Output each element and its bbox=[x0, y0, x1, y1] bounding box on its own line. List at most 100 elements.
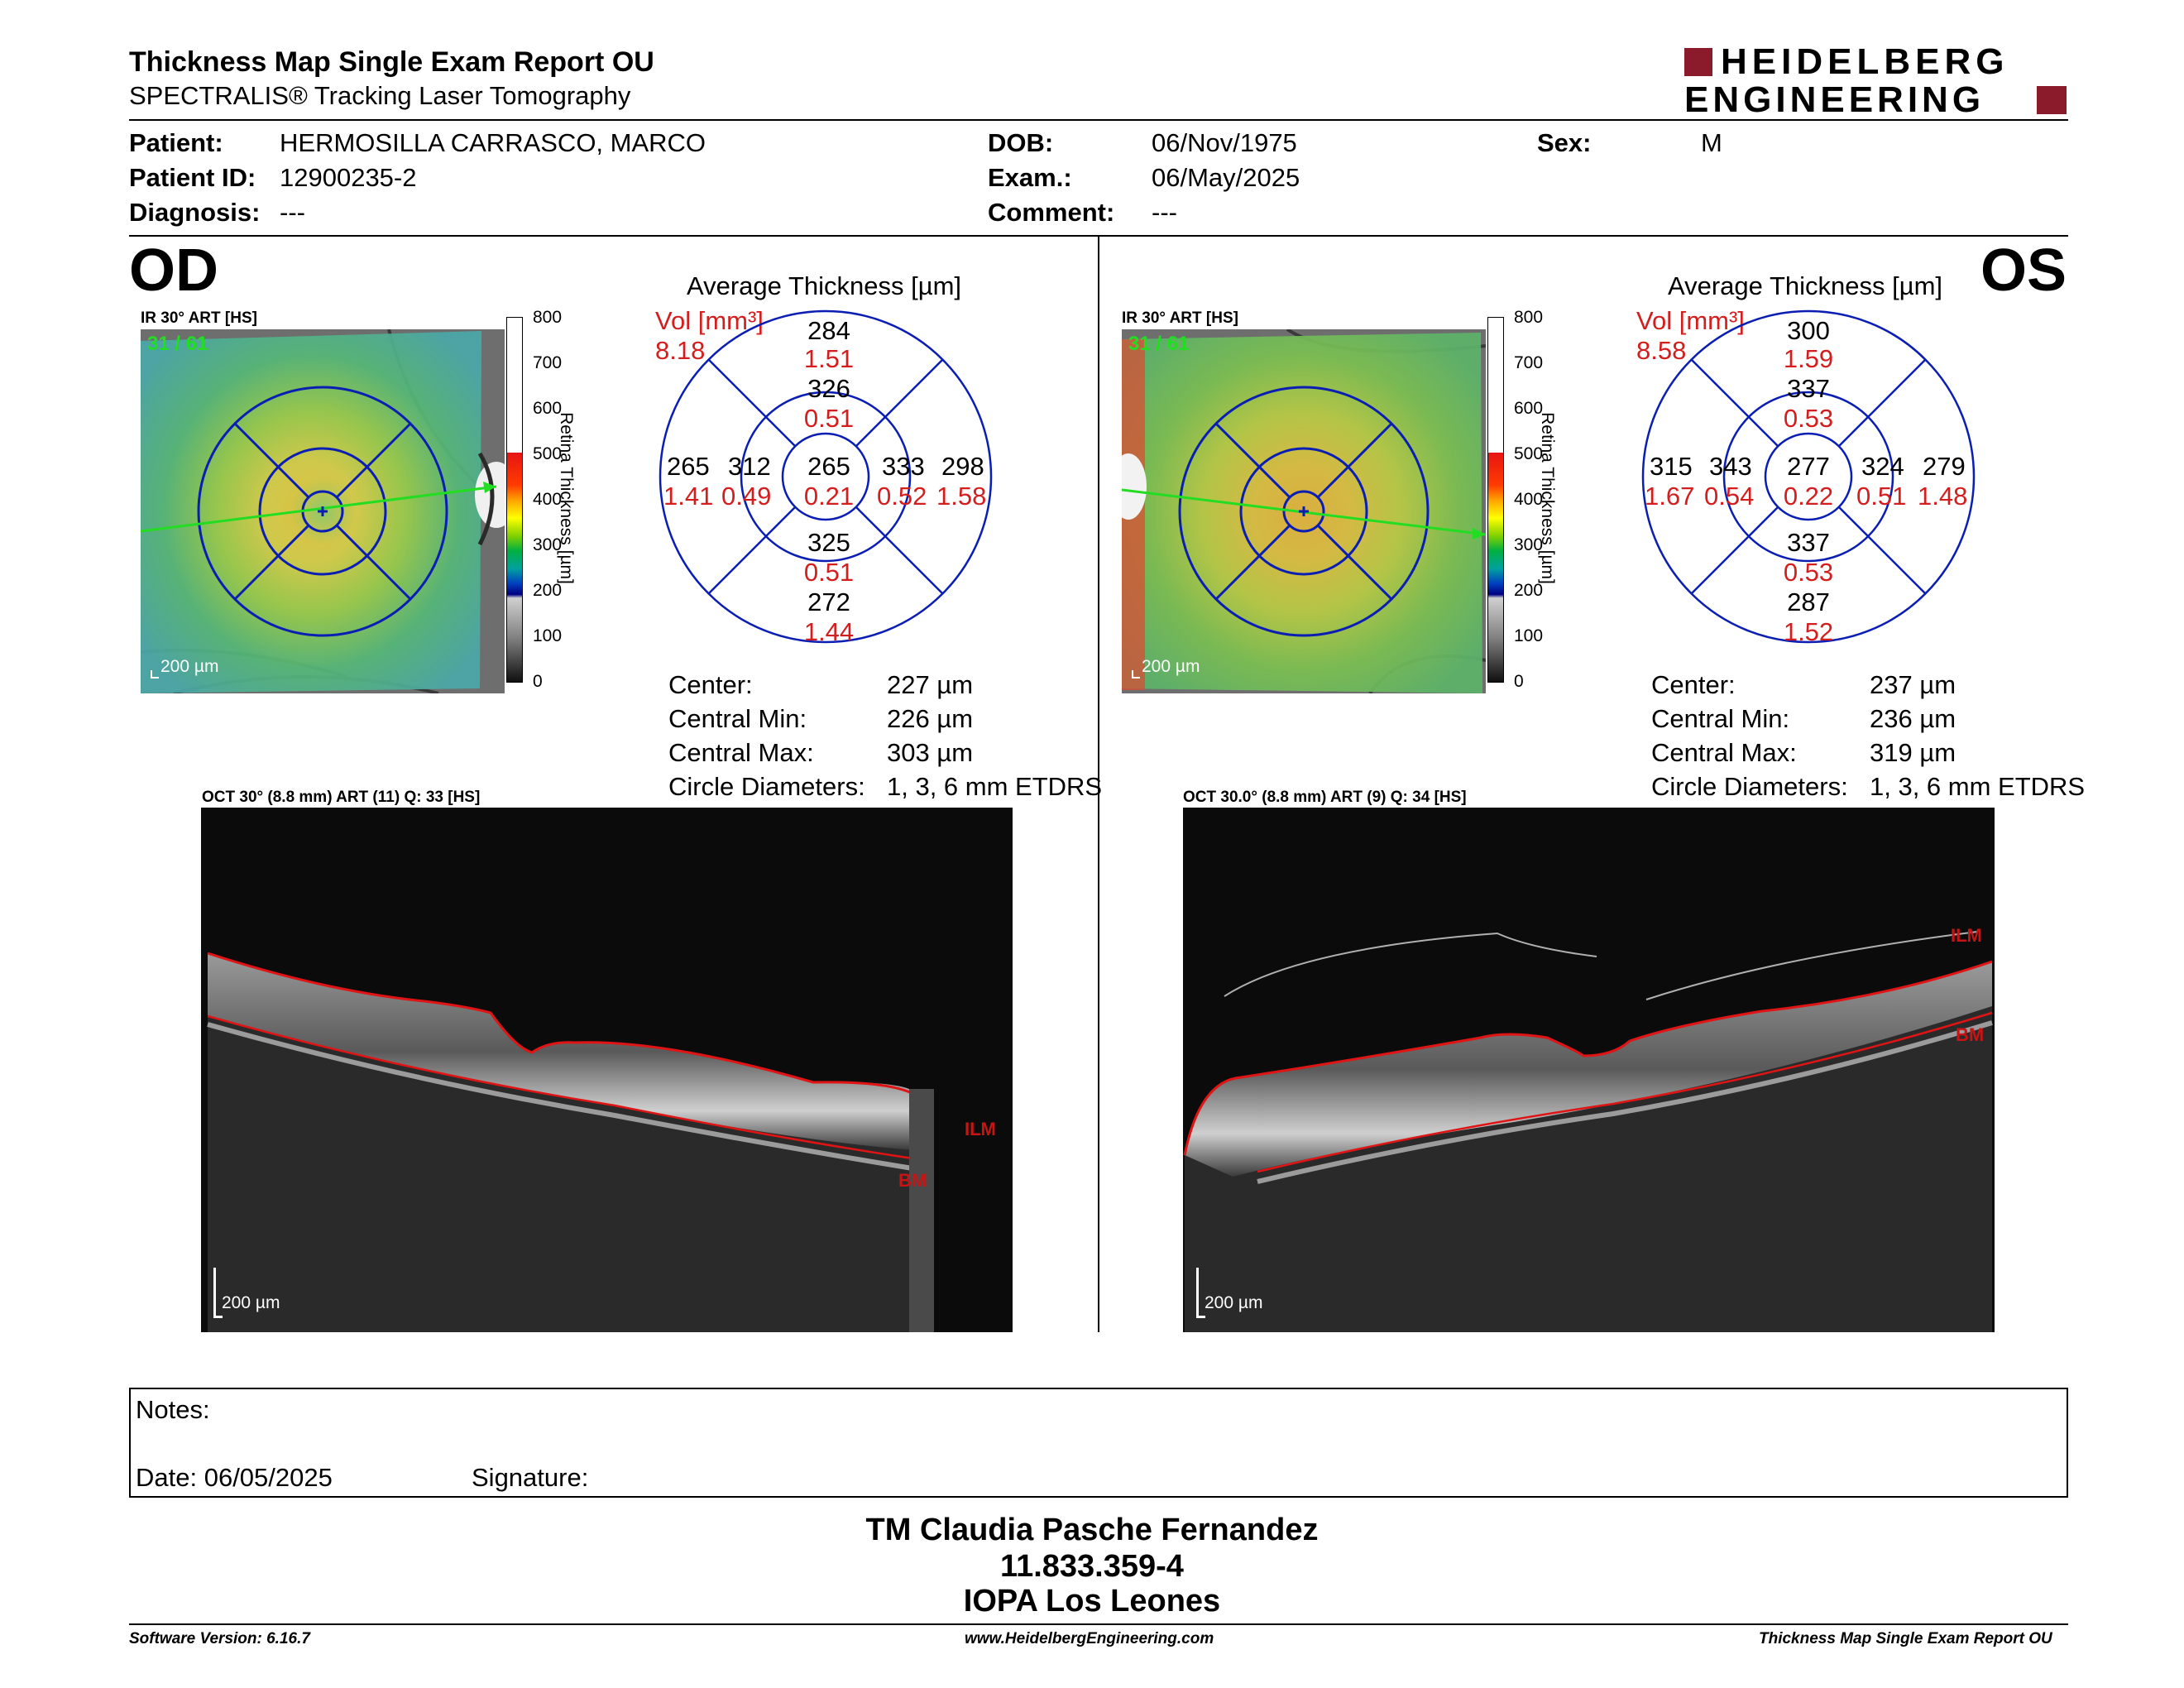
sex-label: Sex: bbox=[1537, 128, 1592, 157]
od-colorbar-tick: 800 bbox=[533, 308, 563, 327]
os-eye-label: OS bbox=[1980, 237, 2067, 304]
od-colorbar-tick: 700 bbox=[533, 353, 563, 372]
os-oct-label: OCT 30.0° (8.8 mm) ART (9) Q: 34 [HS] bbox=[1183, 789, 1467, 806]
header-divider bbox=[129, 119, 2068, 121]
os-stat-diam-value: 1, 3, 6 mm ETDRS bbox=[1870, 772, 2086, 801]
od-fundus-scale: 200 µm bbox=[160, 657, 219, 676]
patient-label: Patient: bbox=[129, 128, 223, 157]
od-center-volume: 0.21 bbox=[803, 482, 855, 511]
od-colorbar-title: Retina Thickness [µm] bbox=[557, 412, 576, 584]
od-inner-right-volume: 0.52 bbox=[877, 482, 927, 511]
os-outer-right-thickness: 279 bbox=[1923, 452, 1966, 481]
od-oct-label: OCT 30° (8.8 mm) ART (11) Q: 33 [HS] bbox=[202, 789, 481, 806]
heidelberg-logo: HEIDELBERG ENGINEERING bbox=[1684, 43, 2068, 120]
od-stat-diam-value: 1, 3, 6 mm ETDRS bbox=[887, 772, 1103, 801]
os-colorbar-tick: 400 bbox=[1514, 490, 1544, 509]
od-oct-scale-icon bbox=[213, 1268, 223, 1318]
od-colorbar-tick: 300 bbox=[533, 535, 563, 554]
logo-square-icon bbox=[1684, 48, 1712, 76]
od-colorbar-tick: 200 bbox=[533, 581, 563, 600]
os-scale-icon bbox=[1132, 670, 1140, 679]
od-inner-inf-volume: 0.51 bbox=[803, 558, 855, 587]
od-inner-right-thickness: 333 bbox=[882, 452, 925, 481]
os-colorbar-tick: 0 bbox=[1514, 672, 1524, 691]
os-oct-scan bbox=[1183, 808, 1995, 1332]
logo-square-icon-2 bbox=[2037, 86, 2067, 114]
od-vol-label: Vol [mm³] bbox=[655, 306, 764, 335]
patient-id-label: Patient ID: bbox=[129, 163, 256, 192]
od-etdrs-grid bbox=[141, 386, 497, 637]
od-inner-inf-thickness: 325 bbox=[807, 528, 850, 557]
od-outer-sup-volume: 1.51 bbox=[803, 344, 855, 373]
os-vol-total: 8.58 bbox=[1636, 336, 1687, 365]
od-inner-left-thickness: 312 bbox=[728, 452, 771, 481]
od-colorbar-tick: 400 bbox=[533, 490, 563, 509]
signer-place: IOPA Los Leones bbox=[963, 1584, 1221, 1618]
os-oct-scale: 200 µm bbox=[1205, 1293, 1263, 1312]
os-inner-right-thickness: 324 bbox=[1861, 452, 1904, 481]
os-center-volume: 0.22 bbox=[1783, 482, 1834, 511]
od-inner-sup-volume: 0.51 bbox=[803, 404, 855, 433]
od-stat-min-value: 226 µm bbox=[887, 704, 974, 733]
od-stat-max-label: Central Max: bbox=[668, 738, 814, 767]
os-oct-scale-icon bbox=[1196, 1268, 1205, 1318]
os-outer-right-volume: 1.48 bbox=[1918, 482, 1968, 511]
os-colorbar-tick: 100 bbox=[1514, 626, 1544, 645]
os-colorbar-tick: 700 bbox=[1514, 353, 1544, 372]
os-stat-center-label: Center: bbox=[1651, 670, 1736, 699]
os-outer-inf-thickness: 287 bbox=[1787, 587, 1830, 616]
os-outer-sup-volume: 1.59 bbox=[1783, 344, 1834, 373]
exam-value: 06/May/2025 bbox=[1152, 163, 1300, 192]
od-inner-sup-thickness: 326 bbox=[807, 374, 850, 403]
od-colorbar bbox=[506, 317, 523, 683]
os-vol-label: Vol [mm³] bbox=[1636, 306, 1745, 335]
os-inner-left-thickness: 343 bbox=[1709, 452, 1752, 481]
patient-divider bbox=[129, 235, 2068, 237]
eye-divider bbox=[1098, 237, 1099, 1332]
od-avg-title: Average Thickness [µm] bbox=[687, 271, 962, 300]
od-colorbar-tick: 600 bbox=[533, 399, 563, 418]
os-colorbar-title: Retina Thickness [µm] bbox=[1538, 412, 1557, 584]
os-sector-chart bbox=[1641, 309, 1976, 644]
os-stat-diam-label: Circle Diameters: bbox=[1651, 772, 1848, 801]
signer-id: 11.833.359-4 bbox=[1000, 1549, 1184, 1584]
patient-id: 12900235-2 bbox=[280, 163, 417, 192]
software-version: Software Version: 6.16.7 bbox=[129, 1630, 310, 1647]
notes-signature-label: Signature: bbox=[472, 1463, 589, 1492]
od-colorbar-tick: 500 bbox=[533, 444, 563, 463]
notes-date: Date: 06/05/2025 bbox=[136, 1463, 333, 1492]
footer-report-name: Thickness Map Single Exam Report OU bbox=[1759, 1630, 2052, 1647]
footer-divider bbox=[129, 1623, 2068, 1625]
od-stat-center-label: Center: bbox=[668, 670, 753, 699]
os-ir-label: IR 30° ART [HS] bbox=[1122, 309, 1238, 327]
os-inner-inf-volume: 0.53 bbox=[1783, 558, 1834, 587]
od-sector-chart bbox=[659, 309, 993, 644]
logo-line2: ENGINEERING bbox=[1684, 79, 1985, 120]
diagnosis-value: --- bbox=[280, 198, 305, 227]
od-oct-scale: 200 µm bbox=[222, 1293, 280, 1312]
os-colorbar-tick: 500 bbox=[1514, 444, 1544, 463]
os-inner-sup-volume: 0.53 bbox=[1783, 404, 1834, 433]
od-oct-scan bbox=[201, 808, 1013, 1332]
od-stat-min-label: Central Min: bbox=[668, 704, 807, 733]
os-inner-inf-thickness: 337 bbox=[1787, 528, 1830, 557]
od-eye-label: OD bbox=[129, 237, 218, 304]
comment-value: --- bbox=[1152, 198, 1177, 227]
od-inner-left-volume: 0.49 bbox=[721, 482, 772, 511]
od-center-thickness: 265 bbox=[807, 452, 850, 481]
os-inner-left-volume: 0.54 bbox=[1704, 482, 1755, 511]
dob-value: 06/Nov/1975 bbox=[1152, 128, 1297, 157]
os-inner-sup-thickness: 337 bbox=[1787, 374, 1830, 403]
os-fundus-scale: 200 µm bbox=[1142, 657, 1200, 676]
od-stat-max-value: 303 µm bbox=[887, 738, 974, 767]
od-outer-sup-thickness: 284 bbox=[807, 316, 850, 345]
od-vol-total: 8.18 bbox=[655, 336, 706, 365]
os-outer-sup-thickness: 300 bbox=[1787, 316, 1830, 345]
signer-name: TM Claudia Pasche Fernandez bbox=[865, 1513, 1319, 1547]
website-link[interactable]: www.HeidelbergEngineering.com bbox=[965, 1630, 1214, 1647]
comment-label: Comment: bbox=[988, 198, 1115, 227]
od-colorbar-tick: 100 bbox=[533, 626, 563, 645]
os-center-thickness: 277 bbox=[1787, 452, 1830, 481]
os-stat-min-label: Central Min: bbox=[1651, 704, 1790, 733]
od-stat-diam-label: Circle Diameters: bbox=[668, 772, 865, 801]
